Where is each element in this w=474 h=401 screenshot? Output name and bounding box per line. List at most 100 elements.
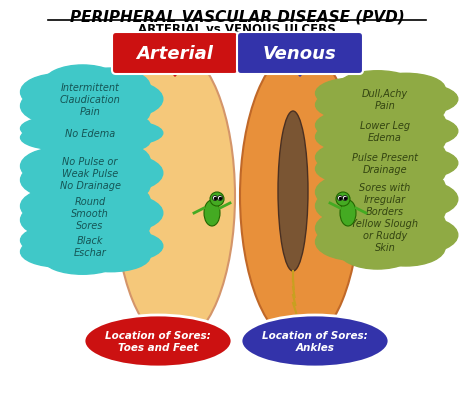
Ellipse shape: [20, 74, 99, 111]
Ellipse shape: [367, 95, 445, 126]
Ellipse shape: [343, 196, 347, 201]
Text: Yellow Slough
or Ruddy
Skin: Yellow Slough or Ruddy Skin: [352, 219, 419, 252]
Ellipse shape: [367, 74, 445, 105]
Ellipse shape: [379, 116, 458, 147]
Ellipse shape: [43, 180, 122, 217]
Ellipse shape: [72, 69, 150, 106]
Ellipse shape: [20, 188, 99, 225]
Ellipse shape: [72, 182, 150, 220]
Ellipse shape: [72, 143, 150, 180]
Text: Arterial: Arterial: [137, 45, 213, 63]
Ellipse shape: [50, 194, 130, 233]
Ellipse shape: [367, 106, 445, 137]
Ellipse shape: [43, 97, 122, 134]
Ellipse shape: [50, 154, 130, 192]
Ellipse shape: [20, 126, 99, 150]
Text: Dull,Achy
Pain: Dull,Achy Pain: [362, 89, 408, 111]
Text: Pulse Present
Drainage: Pulse Present Drainage: [352, 153, 418, 174]
Ellipse shape: [50, 231, 130, 262]
Ellipse shape: [20, 225, 99, 256]
Ellipse shape: [336, 192, 350, 207]
Ellipse shape: [367, 138, 445, 169]
Ellipse shape: [367, 127, 445, 157]
Ellipse shape: [43, 244, 122, 275]
Ellipse shape: [379, 148, 458, 179]
Ellipse shape: [72, 207, 150, 244]
Ellipse shape: [20, 88, 99, 125]
Ellipse shape: [337, 196, 343, 201]
Ellipse shape: [72, 221, 150, 251]
Text: Location of Sores:
Ankles: Location of Sores: Ankles: [262, 330, 368, 352]
Ellipse shape: [84, 315, 232, 367]
Ellipse shape: [316, 154, 394, 185]
Ellipse shape: [20, 117, 99, 141]
Ellipse shape: [84, 122, 163, 146]
Ellipse shape: [278, 112, 308, 271]
Text: Location of Sores:
Toes and Feet: Location of Sores: Toes and Feet: [105, 330, 211, 352]
Ellipse shape: [345, 148, 425, 179]
Ellipse shape: [367, 168, 445, 206]
Ellipse shape: [340, 200, 356, 227]
Ellipse shape: [316, 210, 394, 247]
Ellipse shape: [367, 205, 445, 241]
Ellipse shape: [204, 200, 220, 227]
Ellipse shape: [50, 121, 130, 146]
Ellipse shape: [316, 174, 394, 211]
Ellipse shape: [338, 232, 417, 269]
Ellipse shape: [367, 193, 445, 231]
Ellipse shape: [345, 217, 425, 255]
Ellipse shape: [72, 168, 150, 205]
Ellipse shape: [210, 192, 224, 207]
Ellipse shape: [316, 224, 394, 261]
Ellipse shape: [379, 181, 458, 218]
Text: PERIPHERAL VASCULAR DISEASE (PVD): PERIPHERAL VASCULAR DISEASE (PVD): [70, 10, 404, 25]
Text: No Pulse or
Weak Pulse
No Drainage: No Pulse or Weak Pulse No Drainage: [60, 157, 120, 190]
Ellipse shape: [316, 122, 394, 153]
Ellipse shape: [379, 217, 458, 254]
Text: Black
Eschar: Black Eschar: [73, 236, 106, 257]
Ellipse shape: [240, 49, 360, 344]
Text: Round
Smooth
Sores: Round Smooth Sores: [71, 197, 109, 230]
Ellipse shape: [20, 148, 99, 185]
Ellipse shape: [338, 201, 417, 239]
Ellipse shape: [84, 81, 163, 118]
Ellipse shape: [345, 180, 425, 219]
Ellipse shape: [345, 116, 425, 148]
Ellipse shape: [338, 129, 417, 160]
Ellipse shape: [72, 94, 150, 131]
Ellipse shape: [379, 84, 458, 115]
Ellipse shape: [20, 202, 99, 239]
FancyBboxPatch shape: [112, 33, 238, 75]
Ellipse shape: [338, 161, 417, 192]
Ellipse shape: [20, 162, 99, 199]
Ellipse shape: [316, 90, 394, 121]
Ellipse shape: [367, 229, 445, 266]
Ellipse shape: [338, 71, 417, 102]
Ellipse shape: [20, 237, 99, 267]
Ellipse shape: [345, 84, 425, 115]
Ellipse shape: [43, 111, 122, 136]
Ellipse shape: [72, 130, 150, 154]
Text: ARTERIAL vs VENOUS ULCERS: ARTERIAL vs VENOUS ULCERS: [138, 23, 336, 36]
Ellipse shape: [43, 140, 122, 176]
Ellipse shape: [316, 111, 394, 141]
Ellipse shape: [50, 81, 130, 119]
Ellipse shape: [241, 315, 389, 367]
Text: Sores with
Irregular
Borders: Sores with Irregular Borders: [359, 183, 410, 216]
Text: Lower Leg
Edema: Lower Leg Edema: [360, 121, 410, 142]
Ellipse shape: [84, 195, 163, 232]
Ellipse shape: [43, 132, 122, 156]
Ellipse shape: [338, 97, 417, 128]
Ellipse shape: [115, 49, 235, 344]
Ellipse shape: [338, 136, 417, 166]
Text: Venous: Venous: [263, 45, 337, 63]
Ellipse shape: [72, 113, 150, 138]
Ellipse shape: [338, 166, 417, 203]
Ellipse shape: [316, 142, 394, 173]
Ellipse shape: [43, 66, 122, 103]
Ellipse shape: [338, 103, 417, 134]
Ellipse shape: [316, 79, 394, 109]
Ellipse shape: [212, 196, 218, 201]
Ellipse shape: [338, 196, 417, 233]
Text: Intermittent
Claudication
Pain: Intermittent Claudication Pain: [60, 83, 120, 116]
